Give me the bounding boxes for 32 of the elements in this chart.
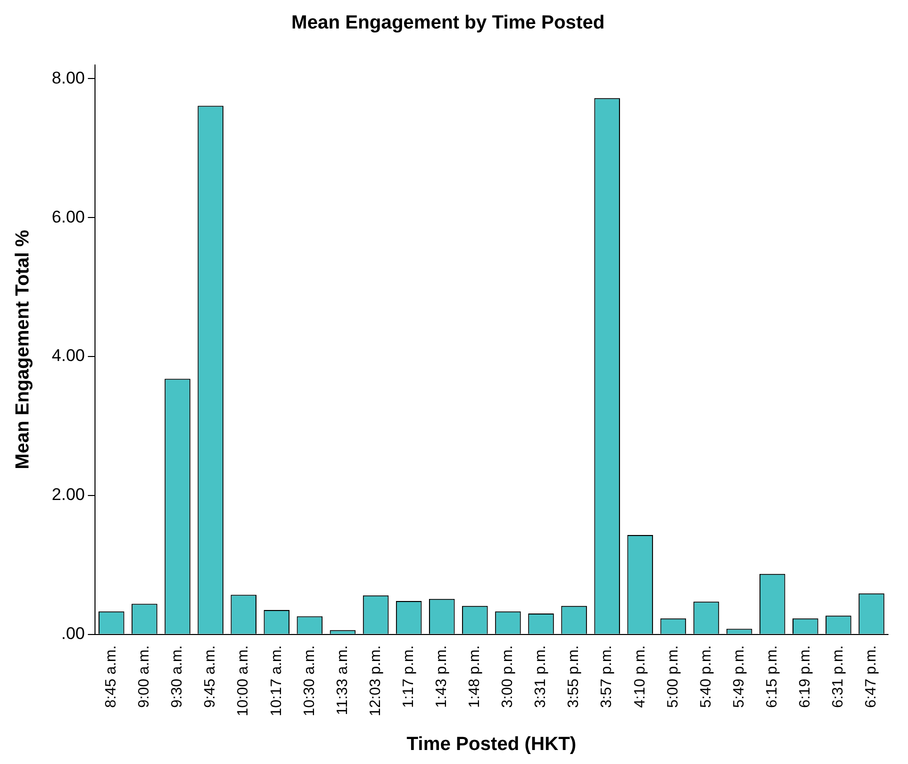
x-tick-label: 1:43 p.m. [433,645,450,708]
x-tick-label: 11:33 a.m. [334,645,351,716]
x-tick-label: 3:00 p.m. [499,645,516,708]
x-tick-label: 3:55 p.m. [565,645,582,708]
x-tick-label: 9:00 a.m. [136,645,153,708]
x-tick-label: 10:30 a.m. [300,645,318,716]
y-tick-label: 8.00 [52,68,85,88]
y-tick-label: 6.00 [52,207,85,226]
x-tick-label: 5:49 p.m. [730,645,748,708]
x-tick-label: 5:00 p.m. [664,645,682,708]
x-tick-label: 6:19 p.m. [796,645,814,708]
y-tick-label: 4.00 [52,346,85,366]
x-tick-label: 10:17 a.m. [268,645,285,716]
x-tick-label: 3:31 p.m. [532,645,550,708]
x-tick-label: 9:45 a.m. [202,645,219,708]
x-tick-label: 12:03 p.m. [366,645,384,716]
x-tick-label: 8:45 a.m. [102,645,120,708]
y-tick-label: .00 [61,624,85,644]
x-tick-label: 3:57 p.m. [598,645,616,708]
x-tick-label: 6:47 p.m. [862,645,880,708]
x-tick-label: 10:00 a.m. [234,645,252,716]
x-tick-label: 1:17 p.m. [400,645,417,708]
x-tick-label: 5:40 p.m. [697,645,714,708]
y-axis-title: Mean Engagement Total % [12,230,34,470]
x-axis-title: Time Posted (HKT) [406,734,576,755]
x-tick-label: 9:30 a.m. [168,645,186,708]
x-tick-label: 6:15 p.m. [763,645,780,708]
x-tick-label: 4:10 p.m. [631,645,648,708]
chart-title: Mean Engagement by Time Posted [291,12,605,34]
y-tick-label: 2.00 [52,485,85,504]
x-tick-label: 1:48 p.m. [466,645,484,708]
x-tick-label: 6:31 p.m. [830,645,847,708]
